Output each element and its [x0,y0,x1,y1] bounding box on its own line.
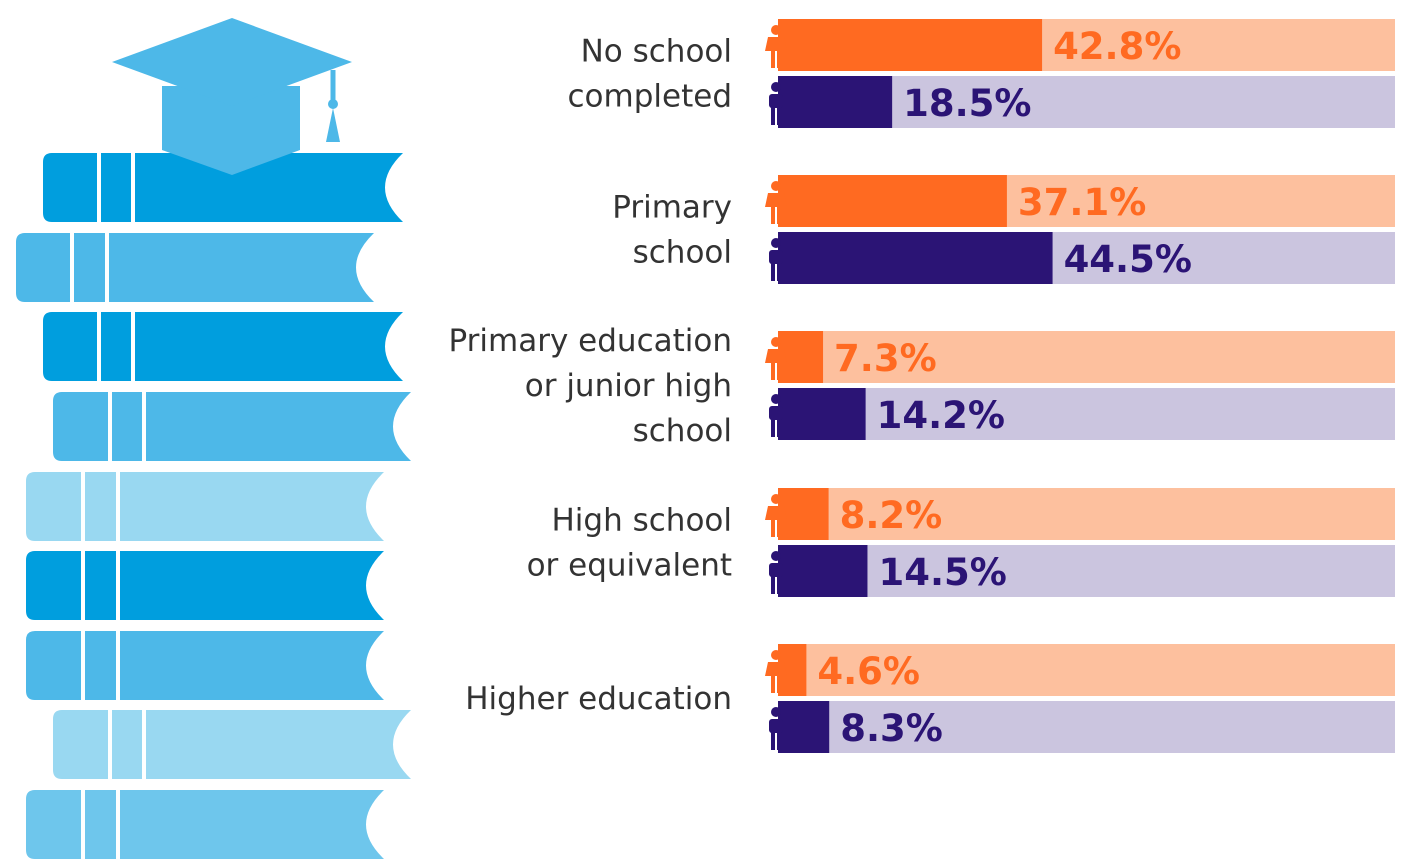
category-label: Primary education or junior high school [449,323,732,449]
male-person-icon [769,707,783,750]
book [26,790,384,859]
book [53,710,411,779]
data-label: 42.8% [1053,25,1181,68]
data-label: 8.3% [840,707,943,750]
female-person-icon [765,25,787,68]
data-label: 37.1% [1018,181,1146,224]
bar [778,488,829,540]
category-label-line: Primary [612,190,732,226]
category-label: No school completed [568,34,732,115]
bar [778,701,830,753]
bar [778,545,868,597]
female-person-icon [765,650,787,693]
category-group: High school or equivalent 8.2% 14.5% [527,488,1395,597]
book [43,153,403,222]
book [16,233,374,302]
category-label-line: or equivalent [527,548,732,584]
book [26,631,384,700]
bar-track [778,701,1395,753]
male-person-icon [769,238,783,281]
category-group: Higher education 4.6% 8.3% [465,644,1395,753]
bar-track [778,388,1395,440]
book [26,551,384,620]
category-group: Primary education or junior high school 7.3… [449,323,1395,449]
category-label-line: No school [581,34,732,70]
data-label: 4.6% [817,650,920,693]
data-label: 14.5% [878,551,1006,594]
data-label: 8.2% [840,494,943,537]
bar-track [778,545,1395,597]
male-person-icon [769,82,783,125]
category-label-line: Primary education [449,323,732,359]
data-label: 14.2% [877,394,1005,437]
data-label: 18.5% [903,82,1031,125]
book-stack-icon [16,153,411,859]
data-label: 7.3% [834,337,937,380]
bar-track [778,331,1395,383]
male-person-icon [769,394,783,437]
book [53,392,411,461]
category-label: Primary school [612,190,732,271]
book [43,312,403,381]
category-label-line: or junior high [525,368,732,404]
graduation-cap-icon [112,18,352,175]
category-label-line: school [633,413,732,449]
category-group: Primary school 37.1% 44.5% [612,175,1395,284]
bar [778,76,893,128]
bar [778,388,866,440]
book [26,472,384,541]
category-label-line: school [633,235,732,271]
bar-track [778,488,1395,540]
female-person-icon [765,337,787,380]
category-label-line: High school [552,503,733,539]
female-person-icon [765,181,787,224]
male-person-icon [769,551,783,594]
bar-track [778,644,1395,696]
bar [778,232,1053,284]
category-label-line: completed [568,79,732,115]
category-label: Higher education [465,681,732,717]
bar [778,175,1007,227]
education-chart: No school completed 42.8% 18.5% Primary schoo… [449,19,1395,753]
female-person-icon [765,494,787,537]
category-group: No school completed 42.8% 18.5% [568,19,1395,128]
bar [778,19,1043,71]
books-illustration [16,18,411,859]
category-label-line: Higher education [465,681,732,717]
data-label: 44.5% [1064,238,1192,281]
category-label: High school or equivalent [527,503,732,584]
